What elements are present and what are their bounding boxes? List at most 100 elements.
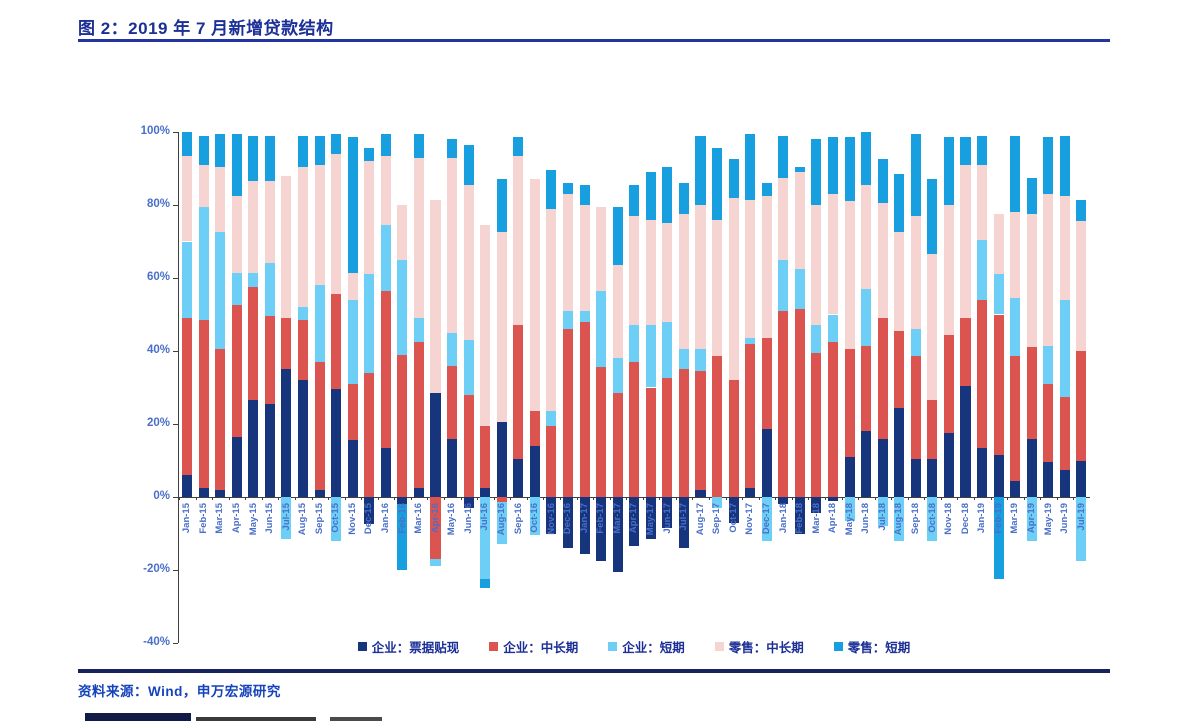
legend-label: 零售：短期 xyxy=(847,641,911,655)
x-axis-tick xyxy=(940,497,942,500)
x-axis-tick-label: May-15 xyxy=(247,503,259,536)
bar-segment-brightblue xyxy=(662,166,673,224)
x-axis-tick-label: Nov-18 xyxy=(943,503,955,535)
x-axis-tick-label: Sep-17 xyxy=(711,503,723,535)
bar-slot: Sep-18 xyxy=(907,132,925,643)
bar-segment-pink xyxy=(1076,221,1087,351)
x-axis-tick xyxy=(543,497,545,500)
bar-segment-lightblue xyxy=(496,502,507,545)
bar-slot: Sep-17 xyxy=(709,132,726,643)
x-axis-tick xyxy=(278,497,280,500)
bar-segment-red xyxy=(861,345,872,432)
x-axis-tick xyxy=(1023,497,1025,500)
bar-segment-red xyxy=(480,425,491,488)
chart-area: Jan-15 Feb-15 Mar-15 Apr-15 May-15 Jun-15 Jul-… xyxy=(0,58,1191,658)
bar-slot: Mar-17 xyxy=(609,132,627,643)
x-axis-tick xyxy=(179,497,180,500)
bar-slot: Jan-17 xyxy=(576,132,594,643)
bar-segment-red xyxy=(562,329,573,497)
bar-slot: Feb-18 xyxy=(791,132,809,643)
y-axis-tick-label: 80% xyxy=(146,198,170,210)
bar-segment-brightblue xyxy=(612,206,623,266)
bar-segment-pink xyxy=(215,166,226,233)
bar-segment-pink xyxy=(778,177,789,260)
legend-item: 零售：中长期 xyxy=(714,637,804,656)
x-axis-tick-label: Jan-19 xyxy=(976,503,988,534)
bar-segment-brightblue xyxy=(1043,137,1054,195)
x-axis-tick-label: Feb-19 xyxy=(992,503,1004,534)
bar-slot: Jan-16 xyxy=(377,132,395,643)
bar-segment-pink xyxy=(728,197,739,381)
x-axis-tick-label: May-18 xyxy=(843,503,855,536)
bar-segment-lightblue xyxy=(745,338,756,344)
bar-segment-navy xyxy=(977,447,988,497)
bar-segment-brightblue xyxy=(447,139,458,158)
bar-segment-navy xyxy=(413,487,424,497)
x-axis-tick xyxy=(394,497,396,500)
y-axis-tick-label: -20% xyxy=(143,563,170,575)
x-axis-tick xyxy=(725,497,727,500)
bar-segment-navy xyxy=(927,458,938,497)
bar-slot: Apr-17 xyxy=(626,132,643,643)
bar-segment-brightblue xyxy=(960,137,971,165)
bar-segment-lightblue xyxy=(347,299,358,384)
bar-slot: Jun-19 xyxy=(1056,132,1074,643)
bar-segment-pink xyxy=(977,164,988,240)
x-axis-tick xyxy=(808,497,810,500)
bar-segment-lightblue xyxy=(1059,299,1070,397)
bar-segment-pink xyxy=(745,199,756,339)
bar-segment-pink xyxy=(529,179,540,412)
bar-segment-lightblue xyxy=(629,325,640,362)
legend-item: 企业：票据贴现 xyxy=(357,637,459,656)
bar-segment-red xyxy=(1026,347,1037,439)
x-axis-tick-label: Feb-17 xyxy=(595,503,607,534)
bar-segment-lightblue xyxy=(447,332,458,366)
bar-slot: Mar-19 xyxy=(1007,132,1024,643)
bar-slot: Dec-17 xyxy=(758,132,776,643)
bar-segment-red xyxy=(496,497,507,503)
x-axis-tick xyxy=(874,497,876,500)
bar-segment-navy xyxy=(695,489,706,497)
y-axis-tick xyxy=(173,350,178,352)
x-axis-tick-label: Nov-16 xyxy=(545,503,557,535)
bar-segment-pink xyxy=(297,166,308,308)
x-axis-tick-label: Jun-18 xyxy=(860,503,872,534)
x-axis-tick-label: Jul-17 xyxy=(678,503,690,531)
bar-slot: Aug-17 xyxy=(692,132,709,643)
bar-segment-lightblue xyxy=(794,268,805,310)
bar-segment-brightblue xyxy=(728,159,739,198)
x-axis-tick xyxy=(493,497,495,500)
x-axis-tick-label: Dec-15 xyxy=(363,503,375,535)
bar-segment-navy xyxy=(960,385,971,497)
bar-segment-navy xyxy=(778,497,789,505)
cropped-next-element xyxy=(85,713,191,721)
cropped-next-element-fragment xyxy=(330,717,382,721)
bar-segment-lightblue xyxy=(695,349,706,372)
bar-segment-navy xyxy=(529,445,540,497)
bar-segment-brightblue xyxy=(1026,177,1037,215)
bar-segment-brightblue xyxy=(496,179,507,233)
bar-segment-pink xyxy=(513,155,524,326)
bar-slot: Sep-15 xyxy=(311,132,329,643)
bar-segment-navy xyxy=(877,438,888,497)
bar-segment-red xyxy=(844,349,855,457)
bar-segment-brightblue xyxy=(463,144,474,185)
x-axis-tick-label: Feb-16 xyxy=(396,503,408,534)
title-divider xyxy=(78,39,1110,42)
legend-swatch-navy xyxy=(357,642,367,651)
bar-slot: Mar-15 xyxy=(212,132,229,643)
bar-segment-red xyxy=(182,318,193,476)
bar-segment-lightblue xyxy=(1076,497,1087,561)
bar-segment-navy xyxy=(844,456,855,497)
bar-segment-red xyxy=(529,411,540,446)
x-axis-tick-label: May-17 xyxy=(645,503,657,536)
x-axis-tick-label: Jul-19 xyxy=(1075,503,1087,531)
bar-segment-lightblue xyxy=(546,411,557,426)
bar-segment-red xyxy=(447,365,458,439)
bar-segment-navy xyxy=(993,455,1004,497)
bar-segment-red xyxy=(546,425,557,497)
bar-segment-navy xyxy=(347,440,358,497)
x-axis-tick-label: Jan-18 xyxy=(777,503,789,534)
x-axis-tick-label: Oct-18 xyxy=(926,503,938,533)
bar-slot: Jun-18 xyxy=(858,132,875,643)
